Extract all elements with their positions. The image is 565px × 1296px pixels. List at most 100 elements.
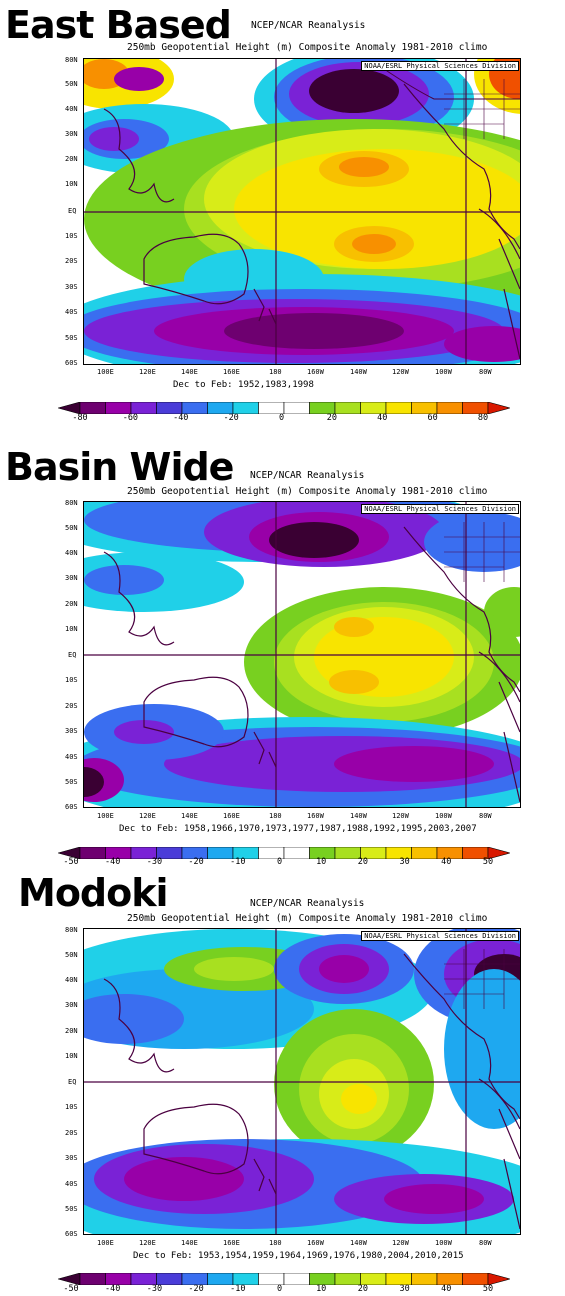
lat-label: 50N bbox=[65, 80, 78, 88]
lon-label: 180 bbox=[269, 812, 282, 820]
lat-label: 20N bbox=[65, 600, 78, 608]
lon-label: 160E bbox=[223, 368, 240, 376]
lat-label: 40N bbox=[65, 549, 78, 557]
colorbar-tick-label: -40 bbox=[105, 857, 121, 867]
header-source: NCEP/NCAR Reanalysis bbox=[250, 470, 365, 481]
panel-title: Basin Wide bbox=[5, 445, 234, 489]
lat-label: 40N bbox=[65, 105, 78, 113]
lon-label: 100W bbox=[435, 368, 452, 376]
lon-label: 120E bbox=[139, 368, 156, 376]
lon-label: 180 bbox=[269, 368, 282, 376]
lat-label: 30N bbox=[65, 1001, 78, 1009]
colorbar-tick-label: -50 bbox=[63, 1284, 79, 1294]
anomaly-field bbox=[84, 502, 520, 807]
lon-label: 160W bbox=[307, 812, 324, 820]
colorbar-ticks: -80 -60 -40 -20 0 20 40 60 80 bbox=[72, 413, 488, 425]
lat-label: 20N bbox=[65, 155, 78, 163]
lat-label: EQ bbox=[68, 651, 77, 659]
lat-label: 50S bbox=[65, 334, 78, 342]
credit-label: NOAA/ESRL Physical Sciences Division bbox=[361, 61, 519, 71]
lon-label: 120W bbox=[392, 368, 409, 376]
colorbar-tick-label: 20 bbox=[357, 857, 369, 867]
colorbar-max-arrow bbox=[487, 401, 512, 415]
lat-label: 10S bbox=[65, 1103, 78, 1111]
footer-years: Dec to Feb: 1958,1966,1970,1973,1977,198… bbox=[119, 824, 477, 834]
lon-label: 160E bbox=[223, 1239, 240, 1247]
lat-label: 50N bbox=[65, 524, 78, 532]
colorbar-tick-label: 50 bbox=[482, 1284, 494, 1294]
map-plot: NOAA/ESRL Physical Sciences Division bbox=[83, 58, 521, 365]
colorbar-tick-label: 40 bbox=[441, 1284, 452, 1294]
lat-label: 30S bbox=[65, 1154, 78, 1162]
colorbar-tick-label: 30 bbox=[399, 1284, 410, 1294]
colorbar-tick-label: 10 bbox=[316, 1284, 327, 1294]
colorbar-tick-label: -20 bbox=[223, 413, 239, 423]
lat-label: 10N bbox=[65, 180, 78, 188]
lon-label: 120W bbox=[392, 812, 409, 820]
lon-label: 100E bbox=[97, 368, 114, 376]
lat-label: 80N bbox=[65, 499, 78, 507]
panel-title: East Based bbox=[5, 3, 232, 47]
colorbar-tick-label: -40 bbox=[105, 1284, 121, 1294]
colorbar-swatches bbox=[56, 1272, 512, 1286]
lat-label: 60S bbox=[65, 1230, 78, 1238]
lat-label: 20S bbox=[65, 1129, 78, 1137]
anomaly-field bbox=[84, 929, 520, 1234]
colorbar-ticks: -50 -40 -30 -20 -10 0 10 20 30 40 50 bbox=[63, 857, 493, 869]
colorbar bbox=[56, 844, 512, 860]
colorbar-tick-label: 50 bbox=[482, 857, 494, 867]
colorbar-swatches bbox=[56, 401, 512, 415]
colorbar-tick-label: -10 bbox=[230, 857, 246, 867]
lat-label: 20S bbox=[65, 702, 78, 710]
lat-label: 30N bbox=[65, 574, 78, 582]
lon-label: 160W bbox=[307, 1239, 324, 1247]
colorbar-tick-label: 60 bbox=[427, 413, 438, 423]
lon-label: 120W bbox=[392, 1239, 409, 1247]
anomaly-field bbox=[84, 59, 520, 364]
lon-label: 160W bbox=[307, 368, 324, 376]
lon-label: 140E bbox=[181, 812, 198, 820]
lon-label: 180 bbox=[269, 1239, 282, 1247]
colorbar-tick-label: 0 bbox=[276, 857, 283, 867]
header-source: NCEP/NCAR Reanalysis bbox=[251, 20, 366, 31]
colorbar-max-arrow bbox=[487, 846, 512, 860]
colorbar-tick-label: 30 bbox=[399, 857, 410, 867]
lat-label: 10N bbox=[65, 1052, 78, 1060]
header-source: NCEP/NCAR Reanalysis bbox=[250, 898, 365, 909]
colorbar-tick-label: 20 bbox=[326, 413, 337, 423]
lon-label: 140E bbox=[181, 368, 198, 376]
credit-label: NOAA/ESRL Physical Sciences Division bbox=[361, 504, 519, 514]
lon-label: 100W bbox=[435, 1239, 452, 1247]
lon-label: 100W bbox=[435, 812, 452, 820]
map-plot: NOAA/ESRL Physical Sciences Division bbox=[83, 501, 521, 808]
colorbar-tick-label: 20 bbox=[357, 1284, 369, 1294]
lat-label: 50S bbox=[65, 778, 78, 786]
colorbar-tick-label: -30 bbox=[146, 857, 163, 867]
lon-label: 140W bbox=[350, 368, 367, 376]
lat-label: 80N bbox=[65, 56, 78, 64]
panel-east-based: East Based NCEP/NCAR Reanalysis 250mb Ge… bbox=[0, 0, 565, 432]
lat-label: 40N bbox=[65, 976, 78, 984]
colorbar-tick-label: 10 bbox=[316, 857, 327, 867]
colorbar-tick-label: -80 bbox=[72, 413, 88, 423]
colorbar-tick-label: -20 bbox=[188, 1284, 204, 1294]
lon-label: 80W bbox=[479, 368, 492, 376]
lon-label: 100E bbox=[97, 812, 114, 820]
lat-label: 60S bbox=[65, 359, 78, 367]
colorbar bbox=[56, 1270, 512, 1286]
colorbar-tick-label: 0 bbox=[278, 413, 285, 423]
lon-label: 160E bbox=[223, 812, 240, 820]
lat-label: 40S bbox=[65, 308, 78, 316]
colorbar-tick-label: 0 bbox=[276, 1284, 283, 1294]
header-description: 250mb Geopotential Height (m) Composite … bbox=[127, 913, 488, 924]
colorbar-tick-label: 40 bbox=[441, 857, 452, 867]
lon-label: 140E bbox=[181, 1239, 198, 1247]
panel-title: Modoki bbox=[18, 871, 169, 915]
lat-label: 60S bbox=[65, 803, 78, 811]
lat-label: 80N bbox=[65, 926, 78, 934]
lat-label: 20N bbox=[65, 1027, 78, 1035]
colorbar-ticks: -50 -40 -30 -20 -10 0 10 20 30 40 50 bbox=[63, 1284, 493, 1296]
lon-label: 100E bbox=[97, 1239, 114, 1247]
lat-label: 30S bbox=[65, 283, 78, 291]
colorbar-tick-label: -20 bbox=[188, 857, 204, 867]
